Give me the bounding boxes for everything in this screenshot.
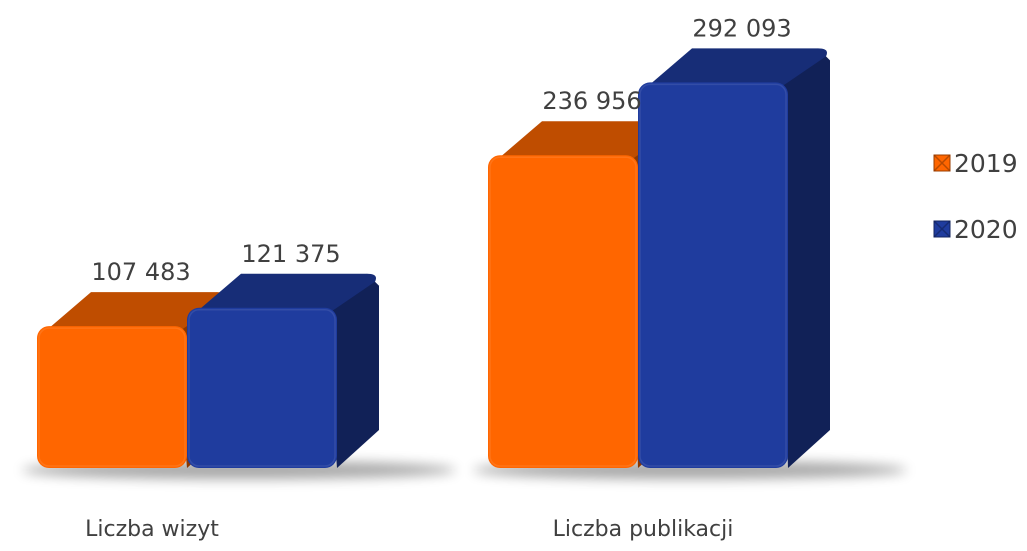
category-labels: Liczba wizyt Liczba publikacji [85, 517, 733, 542]
data-label: 236 956 [542, 87, 641, 115]
value-labels: 107 483 121 375 236 956 292 093 [91, 14, 791, 286]
legend-label: 2019 [954, 149, 1018, 178]
bar-front-face [187, 307, 337, 468]
bar-top-face [199, 273, 376, 312]
x-tick-label: Liczba publikacji [553, 517, 734, 542]
data-label: 292 093 [692, 14, 791, 42]
bar-front-face [488, 155, 638, 468]
data-label: 121 375 [241, 240, 340, 268]
bar-front-face [638, 82, 788, 468]
bar-2020-2 [638, 48, 830, 468]
legend-item-2019: 2019 [933, 149, 1018, 178]
bar-side-face [325, 273, 379, 468]
legend-label: 2020 [954, 215, 1018, 244]
bar-highlight [38, 327, 186, 467]
bar-highlight [639, 83, 787, 467]
bar-side-face [776, 48, 830, 468]
legend-swatch-bevel [933, 220, 951, 238]
bar-2020-1 [187, 273, 379, 468]
bar-top-face [49, 292, 226, 331]
legend-item-2020: 2020 [933, 215, 1018, 244]
bar-highlight [188, 309, 336, 467]
bar-front-face [37, 326, 187, 468]
bar-highlight [489, 156, 637, 467]
x-tick-label: Liczba wizyt [85, 517, 219, 542]
bar-top-face [500, 121, 677, 160]
legend-swatch-bevel [933, 154, 951, 172]
bar-top-face [650, 48, 827, 87]
legend: 2019 2020 [933, 149, 1018, 244]
bars [37, 48, 830, 468]
data-label: 107 483 [91, 258, 190, 286]
